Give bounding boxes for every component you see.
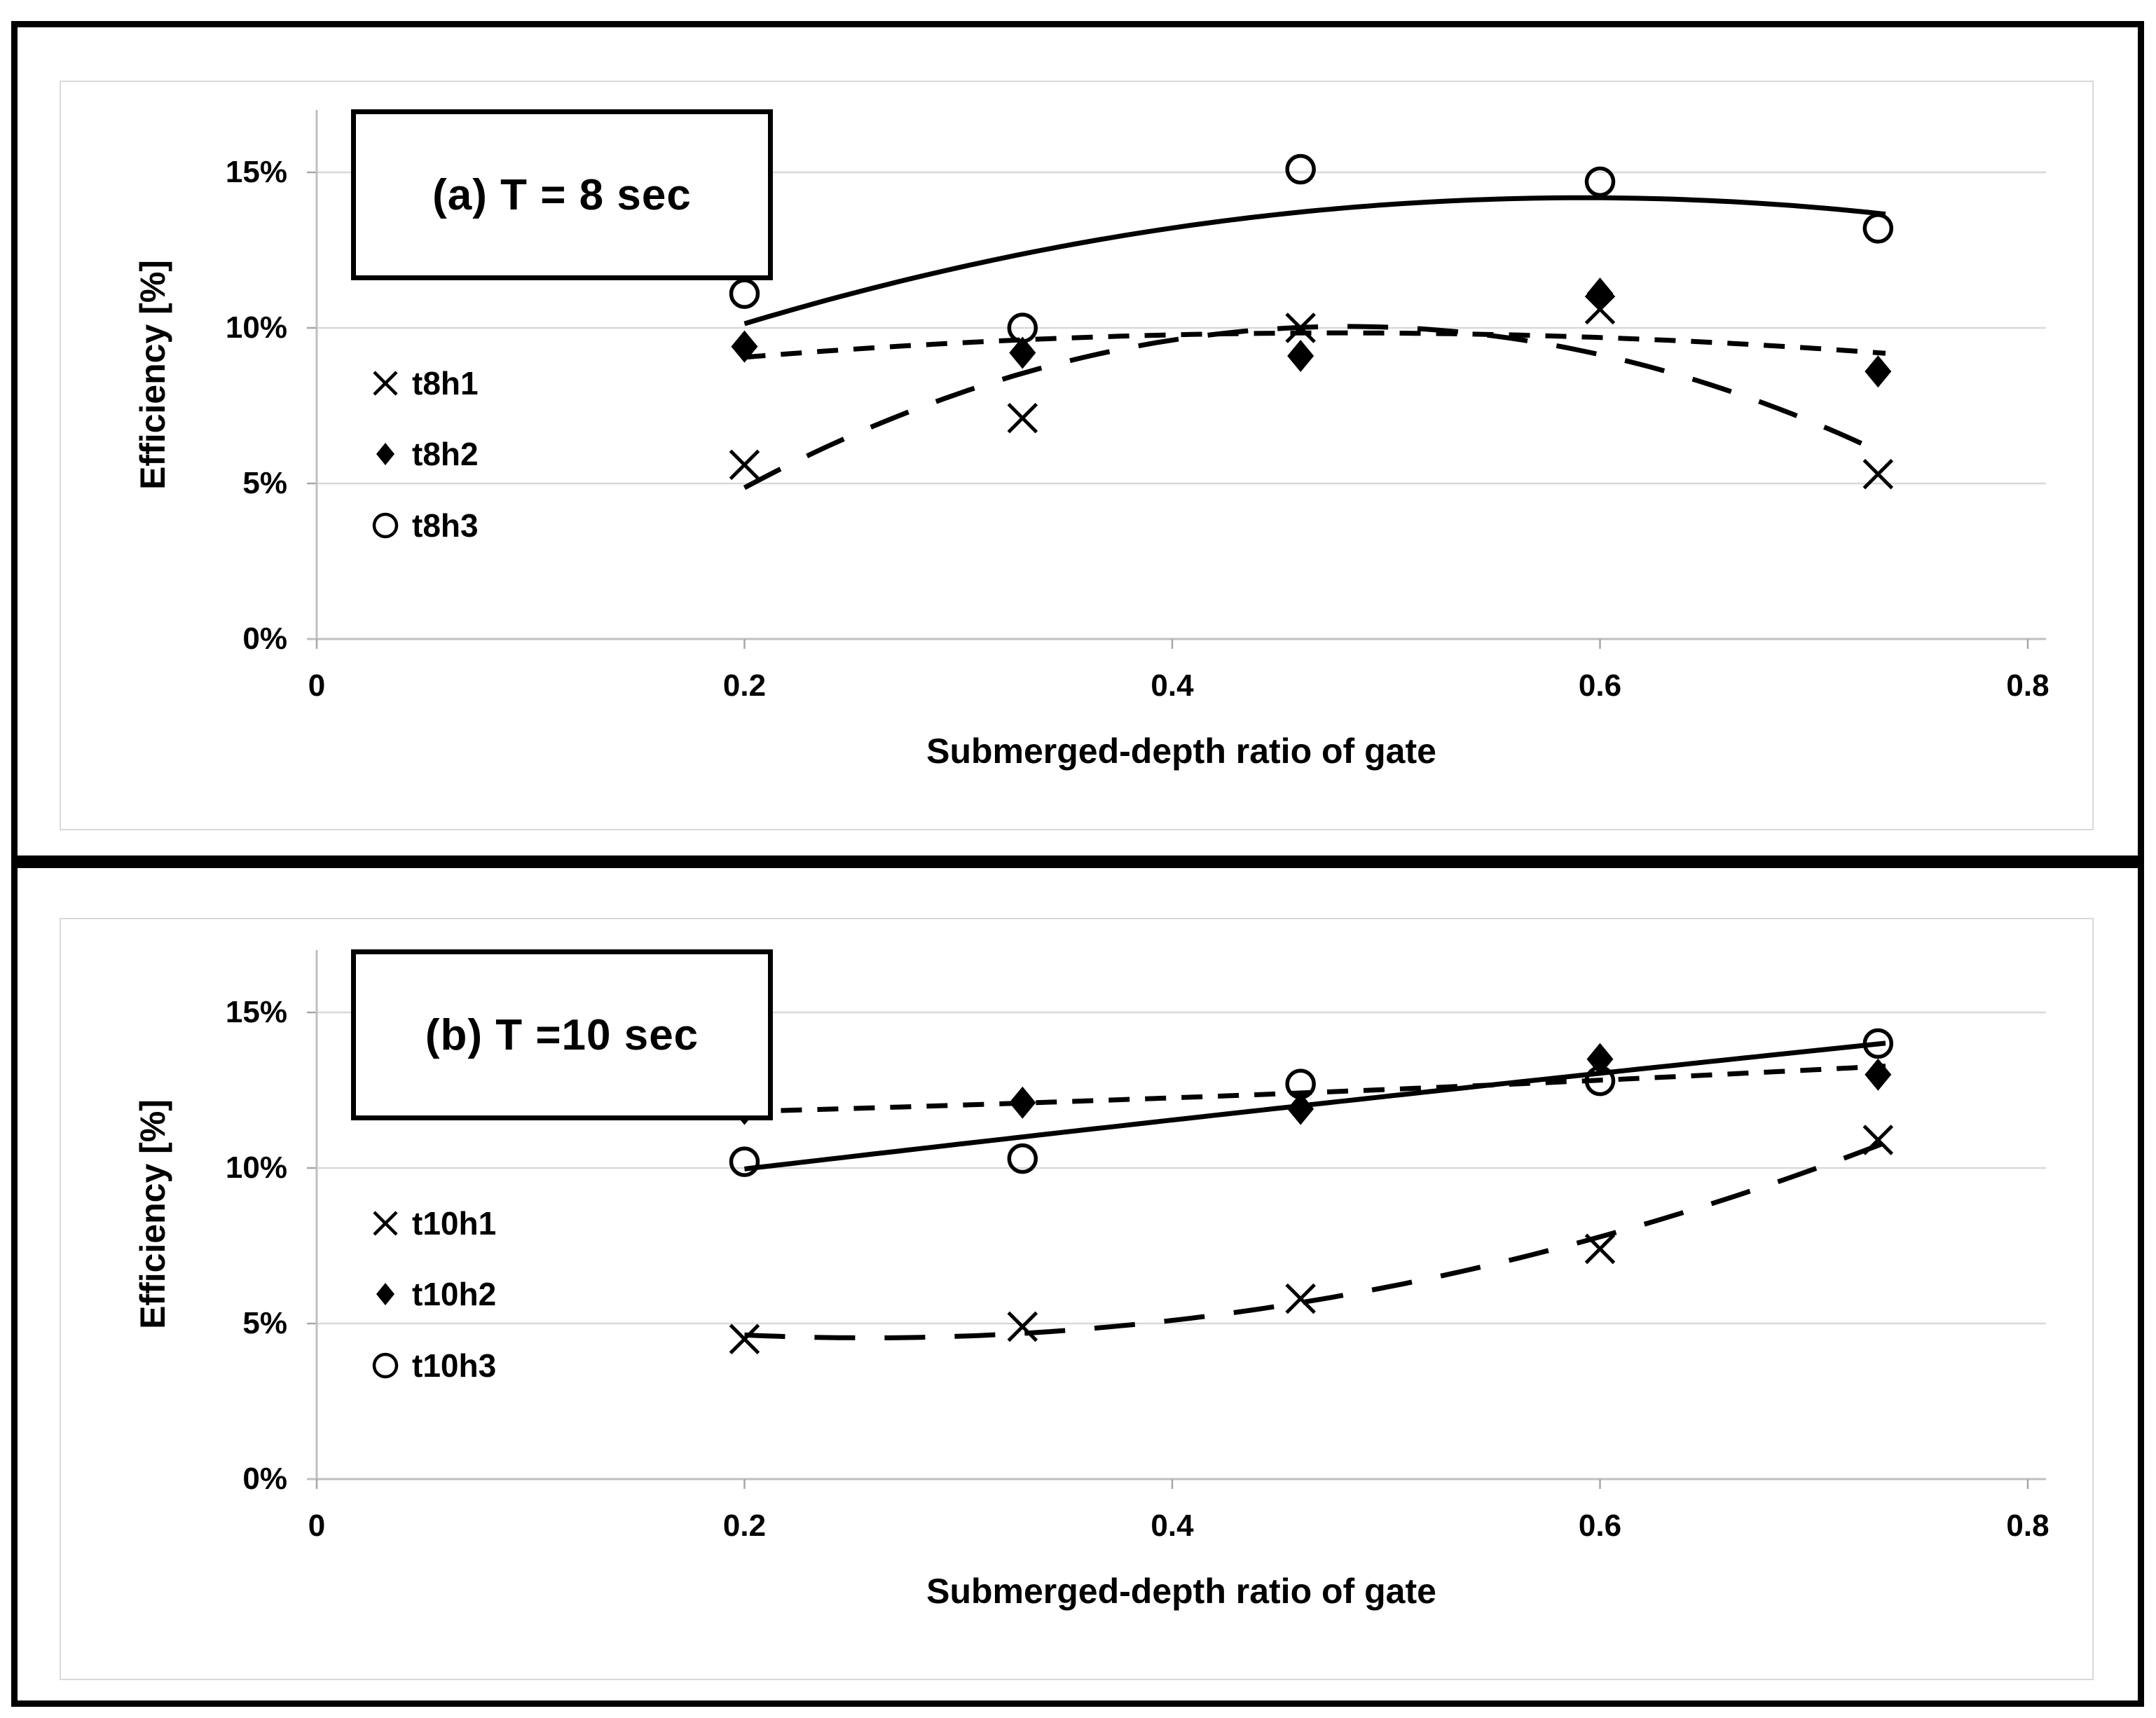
y-tick-label-10%: 10%: [225, 1150, 287, 1185]
x-tick-label-0: 0: [308, 668, 326, 703]
x-tick-label-0.4: 0.4: [1151, 1509, 1194, 1543]
marker-x-t8h1: [729, 449, 760, 481]
marker-circle-t10h3: [1285, 1068, 1316, 1099]
chart-b-x-axis-title: Submerged-depth ratio of gate: [926, 1572, 1436, 1611]
x-tick-label-0.6: 0.6: [1578, 1509, 1622, 1543]
circle-legend-marker-icon: [372, 1352, 399, 1379]
marker-circle-t8h3: [1584, 166, 1616, 198]
legend-item-t8h3: t8h3: [366, 506, 479, 545]
marker-x-t10h1: [1285, 1283, 1316, 1314]
marker-x-t8h1: [1007, 402, 1038, 434]
marker-diamond-t10h2: [1009, 1086, 1036, 1119]
x-tick-label-0.6: 0.6: [1578, 668, 1622, 703]
x-tick-label-0.2: 0.2: [722, 668, 767, 703]
legend-item-t10h1: t10h1: [366, 1204, 496, 1243]
y-tick-label-5%: 5%: [242, 466, 287, 500]
trendline-t10h3: [744, 1040, 1886, 1171]
marker-diamond-t8h2: [1865, 355, 1892, 388]
marker-circle-t10h3: [729, 1146, 760, 1177]
chart-b-border: [60, 918, 2094, 1680]
marker-diamond-t8h2: [1009, 336, 1036, 369]
y-tick-label-10%: 10%: [225, 310, 287, 345]
y-tick-label-0%: 0%: [242, 621, 287, 656]
marker-circle-t8h3: [1862, 213, 1894, 244]
trendline-t8h2: [744, 330, 1886, 360]
legend-item-t10h3: t10h3: [366, 1346, 496, 1385]
y-tick-label-15%: 15%: [225, 155, 287, 189]
chart-b-title: (b) T =10 sec: [425, 1010, 699, 1059]
marker-circle-t8h3: [1007, 312, 1038, 343]
legend-label-t10h2: t10h2: [412, 1276, 497, 1312]
marker-circle-t10h3: [1584, 1065, 1616, 1097]
marker-diamond-t8h2: [1287, 339, 1314, 372]
chart-b-y-axis-title: Efficiency [%]: [133, 1099, 172, 1329]
chart-a-x-axis-title: Submerged-depth ratio of gate: [926, 731, 1436, 771]
legend-item-t8h2: t8h2: [366, 434, 479, 474]
legend-label-t10h3: t10h3: [412, 1347, 497, 1384]
marker-circle-t10h3: [1007, 1143, 1038, 1174]
marker-diamond-t8h2: [731, 330, 758, 363]
x-tick-label-0.2: 0.2: [722, 1509, 767, 1543]
marker-x-t10h1: [1862, 1125, 1894, 1155]
diamond-legend-marker-icon: [376, 443, 394, 465]
chart-a-y-axis-title: Efficiency [%]: [133, 260, 172, 490]
marker-circle-t8h3: [1285, 153, 1316, 185]
marker-circle-t10h3: [1862, 1028, 1894, 1059]
legend-label-t8h3: t8h3: [412, 507, 479, 544]
marker-diamond-t10h2: [1287, 1092, 1314, 1125]
marker-x-t10h1: [729, 1324, 760, 1354]
legend-label-t8h2: t8h2: [412, 436, 479, 472]
x-tick-label-0.4: 0.4: [1151, 668, 1194, 703]
legend-label-t10h1: t10h1: [412, 1205, 497, 1242]
marker-diamond-t10h2: [1586, 1043, 1614, 1076]
trendline-t10h1: [744, 1140, 1887, 1340]
chart-a-title: (a) T = 8 sec: [432, 170, 692, 219]
marker-x-t10h1: [1584, 1233, 1616, 1265]
trendline-t8h1: [743, 324, 1887, 490]
diamond-legend-marker-icon: [376, 1283, 394, 1305]
legend-item-t10h2: t10h2: [366, 1274, 496, 1314]
legend-label-t8h1: t8h1: [412, 365, 479, 401]
marker-x-t8h1: [1285, 312, 1316, 343]
circle-legend-marker-icon: [372, 512, 399, 539]
marker-diamond-t8h2: [1586, 277, 1614, 310]
legend-item-t8h1: t8h1: [366, 364, 479, 403]
y-tick-label-5%: 5%: [242, 1306, 287, 1340]
y-tick-label-0%: 0%: [242, 1462, 287, 1496]
chart-b-title-box: (b) T =10 sec: [351, 949, 773, 1120]
marker-x-t8h1: [1862, 458, 1894, 490]
trendline-t10h2: [744, 1064, 1886, 1114]
x-legend-marker-icon: [373, 1211, 398, 1236]
chart-a-title-box: (a) T = 8 sec: [351, 109, 773, 280]
x-tick-label-0.8: 0.8: [2006, 668, 2049, 703]
x-tick-label-0.8: 0.8: [2006, 1509, 2049, 1543]
x-tick-label-0: 0: [308, 1509, 326, 1543]
trendline-t8h3: [743, 195, 1886, 327]
y-tick-label-15%: 15%: [225, 995, 287, 1029]
x-legend-marker-icon: [373, 371, 398, 396]
marker-diamond-t10h2: [1865, 1058, 1892, 1091]
marker-x-t10h1: [1007, 1311, 1038, 1342]
marker-circle-t8h3: [729, 278, 760, 309]
chart-a-border: [60, 81, 2094, 830]
